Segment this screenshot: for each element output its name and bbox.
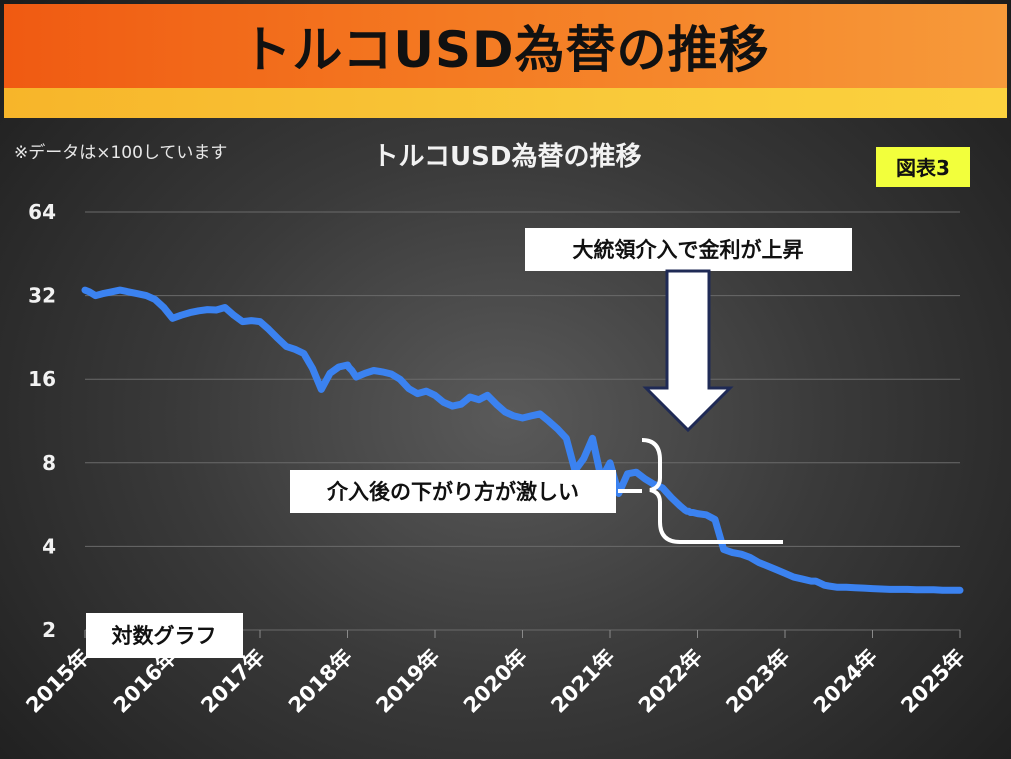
intervention-callout-box — [525, 228, 852, 271]
series-line — [81, 286, 964, 594]
y-tick-label: 2 — [42, 618, 56, 642]
x-tick-label: 2020年 — [459, 645, 532, 718]
scale-label-box — [86, 613, 243, 658]
after-callout-label: 介入後の下がり方が激しい — [326, 480, 579, 504]
x-tick-label: 2023年 — [721, 645, 794, 718]
scale-label: 対数グラフ — [112, 624, 217, 648]
after-callout-box — [290, 470, 616, 513]
x-tick-label: 2024年 — [809, 645, 882, 718]
down-arrow-icon — [642, 269, 734, 433]
x-tick-label: 2025年 — [896, 645, 969, 718]
figure-badge-label: 図表3 — [896, 156, 950, 180]
x-tick-label: 2015年 — [21, 645, 94, 718]
intervention-callout-label: 大統領介入で金利が上昇 — [573, 238, 804, 262]
title-banner: トルコUSD為替の推移 — [4, 4, 1007, 88]
data-note: ※データは×100しています — [14, 142, 227, 163]
banner-title: トルコUSD為替の推移 — [241, 21, 770, 79]
grid-layer — [85, 211, 960, 631]
x-tick-label: 2022年 — [634, 645, 707, 718]
y-tick-label: 8 — [42, 451, 56, 475]
x-tick-label: 2019年 — [371, 645, 444, 718]
x-tick-label: 2021年 — [546, 645, 619, 718]
x-tick-label: 2018年 — [284, 645, 357, 718]
y-tick-label: 64 — [28, 200, 56, 224]
y-axis-ticks: 2 4 8 16 32 64 — [28, 200, 56, 642]
y-tick-label: 4 — [42, 534, 56, 558]
banner-stripe — [4, 88, 1007, 118]
brace-icon — [641, 438, 783, 544]
figure-badge — [876, 147, 970, 187]
y-tick-label: 16 — [28, 367, 56, 391]
chart-title: トルコUSD為替の推移 — [373, 142, 642, 172]
y-tick-label: 32 — [28, 284, 56, 308]
